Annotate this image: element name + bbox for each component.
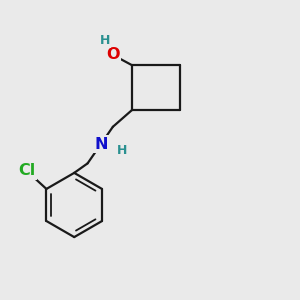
Text: H: H bbox=[100, 34, 110, 46]
Text: Cl: Cl bbox=[18, 163, 35, 178]
Text: N: N bbox=[94, 136, 108, 152]
Text: H: H bbox=[117, 144, 127, 157]
Text: O: O bbox=[106, 47, 120, 62]
